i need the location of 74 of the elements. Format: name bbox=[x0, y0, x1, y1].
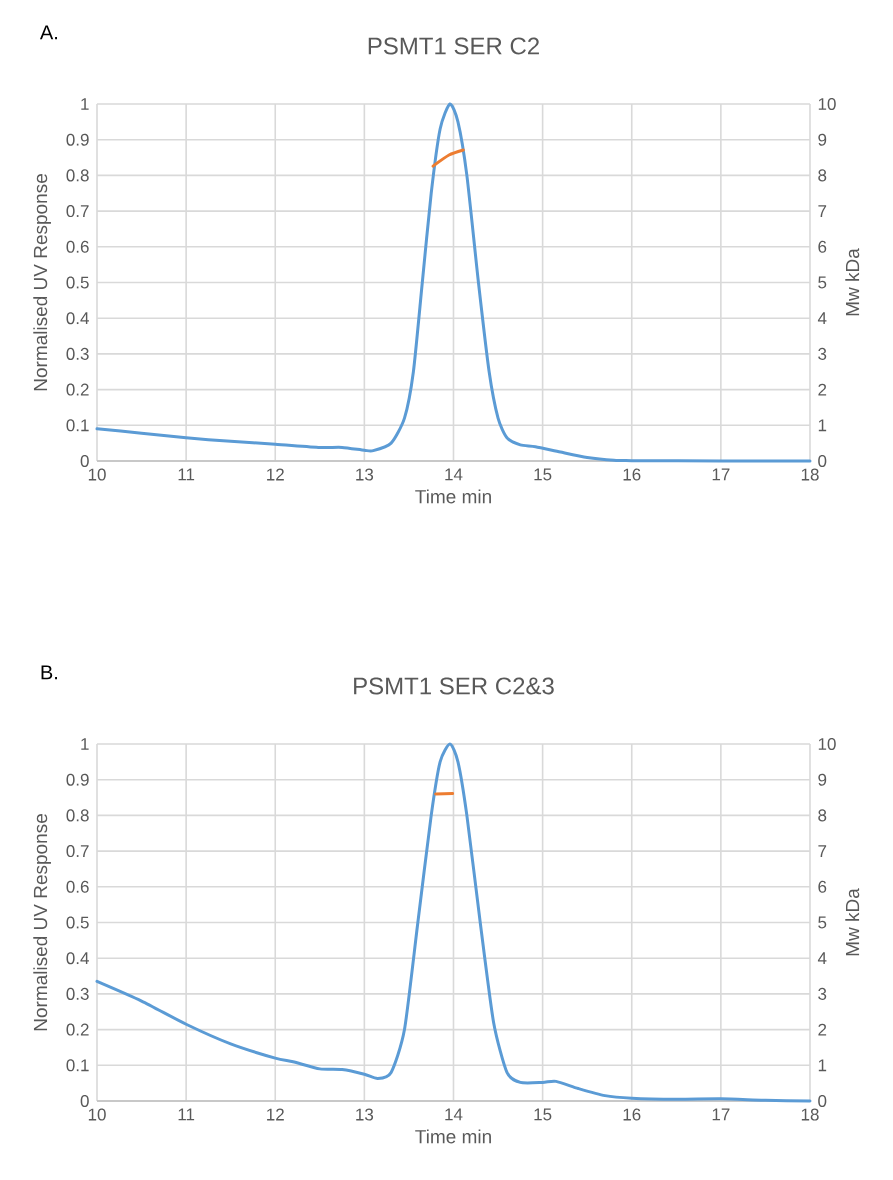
x-axis-title: Time min bbox=[415, 1129, 491, 1144]
y2-tick-label: 2 bbox=[818, 383, 827, 396]
y2-tick-label: 9 bbox=[818, 773, 827, 786]
y2-tick-label: 7 bbox=[818, 205, 827, 217]
y-tick-label: 0.4 bbox=[66, 952, 89, 965]
x-tick-label: 15 bbox=[534, 1108, 552, 1121]
y-tick-label: 1 bbox=[81, 738, 89, 750]
x-tick-label: 10 bbox=[88, 1108, 106, 1121]
y-tick-label: 0.2 bbox=[66, 1023, 89, 1036]
y-tick-label: 0.5 bbox=[66, 276, 89, 289]
x-tick-label: 14 bbox=[445, 468, 463, 481]
y2-tick-label: 4 bbox=[817, 952, 827, 965]
text: B. bbox=[41, 665, 57, 680]
y2-tick-label: 3 bbox=[818, 987, 827, 1000]
y2-axis-title: Mw kDa bbox=[845, 888, 860, 956]
y2-tick-label: 3 bbox=[818, 347, 827, 360]
y2-tick-label: 5 bbox=[818, 916, 827, 929]
x-tick-label: 15 bbox=[534, 468, 552, 481]
chart-title: PSMT1 SER C2&3 bbox=[354, 677, 554, 695]
y-tick-label: 0 bbox=[80, 1094, 89, 1108]
x-tick-label: 11 bbox=[178, 1108, 195, 1121]
line-series bbox=[95, 102, 812, 463]
y-tick-label: 0.6 bbox=[66, 880, 89, 893]
x-tick-label: 17 bbox=[712, 1108, 730, 1121]
y-tick-label: 0.9 bbox=[66, 133, 89, 146]
y2-tick-label: 1 bbox=[818, 1059, 827, 1072]
y2-axis-title: Mw kDa bbox=[845, 248, 860, 316]
x-tick-label: 16 bbox=[623, 468, 641, 481]
x-tick-label: 16 bbox=[623, 1108, 641, 1121]
y2-tick-label: 0 bbox=[818, 454, 827, 468]
y2-tick-label: 10 bbox=[818, 97, 836, 111]
y-tick-label: 0.7 bbox=[66, 205, 89, 218]
x-tick-label: 18 bbox=[801, 1108, 819, 1121]
x-tick-label: 17 bbox=[712, 468, 730, 481]
y-tick-label: 0.4 bbox=[66, 312, 89, 325]
text: A. bbox=[39, 25, 57, 40]
y-axis-title: Normalised UV Response bbox=[33, 174, 51, 391]
x-axis-title: Time min bbox=[415, 489, 491, 504]
y2-tick-label: 6 bbox=[818, 880, 827, 893]
y2-tick-label: 8 bbox=[818, 809, 827, 822]
y-tick-label: 1 bbox=[81, 98, 89, 110]
y-tick-label: 0.8 bbox=[66, 169, 89, 182]
x-tick-label: 12 bbox=[267, 468, 284, 481]
x-tick-label: 13 bbox=[356, 1108, 374, 1121]
y-tick-label: 0.3 bbox=[66, 987, 89, 1000]
x-tick-label: 14 bbox=[445, 1108, 463, 1121]
y-tick-label: 0.9 bbox=[66, 773, 89, 786]
x-tick-label: 12 bbox=[267, 1108, 284, 1121]
y-axis-title: Normalised UV Response bbox=[33, 814, 51, 1031]
line-series bbox=[95, 742, 812, 1103]
chart-title: PSMT1 SER C2 bbox=[368, 37, 539, 55]
y-tick-label: 0.1 bbox=[66, 1059, 89, 1072]
y2-tick-label: 4 bbox=[817, 312, 827, 325]
y-tick-label: 0.3 bbox=[66, 347, 89, 360]
y-tick-label: 0 bbox=[80, 454, 89, 468]
y2-tick-label: 1 bbox=[818, 419, 827, 432]
y2-tick-label: 10 bbox=[818, 737, 836, 751]
x-tick-label: 10 bbox=[88, 468, 106, 481]
y-tick-label: 0.5 bbox=[66, 916, 89, 929]
y2-tick-label: 6 bbox=[818, 240, 827, 253]
y2-tick-label: 2 bbox=[818, 1023, 827, 1036]
y2-tick-label: 7 bbox=[818, 845, 827, 857]
y-tick-label: 0.2 bbox=[66, 383, 89, 396]
x-tick-label: 18 bbox=[801, 468, 819, 481]
y-tick-label: 0.8 bbox=[66, 809, 89, 822]
y2-tick-label: 8 bbox=[818, 169, 827, 182]
y-tick-label: 0.1 bbox=[66, 419, 89, 432]
x-tick-label: 11 bbox=[178, 468, 195, 481]
y-tick-label: 0.6 bbox=[66, 240, 89, 253]
y2-tick-label: 5 bbox=[818, 276, 827, 289]
y-tick-label: 0.7 bbox=[66, 845, 89, 858]
x-tick-label: 13 bbox=[356, 468, 374, 481]
y2-tick-label: 9 bbox=[818, 133, 827, 146]
y2-tick-label: 0 bbox=[818, 1094, 827, 1108]
